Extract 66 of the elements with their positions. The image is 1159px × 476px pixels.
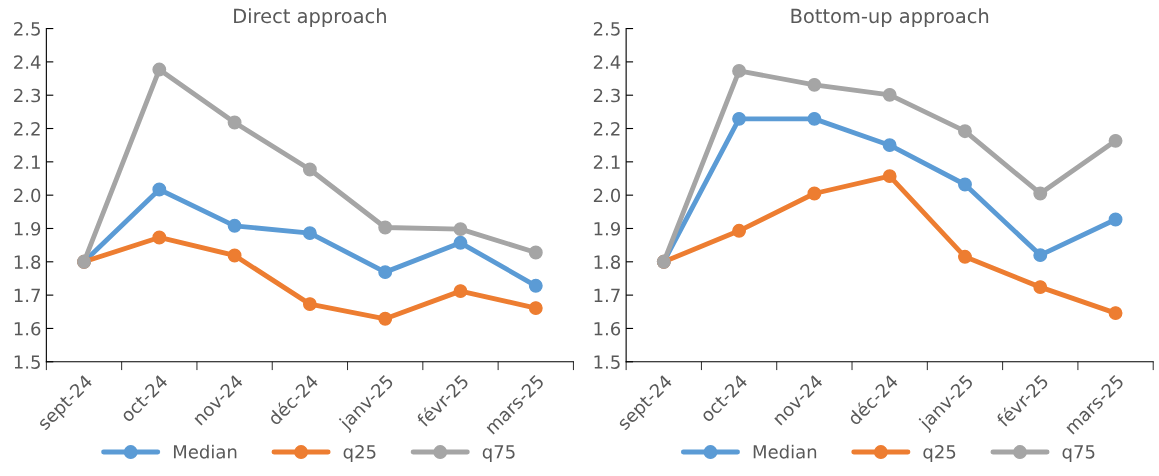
legend-label: q25 xyxy=(343,444,376,463)
point xyxy=(732,223,747,238)
point xyxy=(732,63,747,78)
point xyxy=(1033,280,1048,295)
point xyxy=(453,222,468,237)
point xyxy=(302,297,317,312)
point xyxy=(958,177,972,192)
point xyxy=(1033,186,1048,201)
y-tick-label: 1.5 xyxy=(594,355,620,369)
point xyxy=(958,124,972,139)
y-tick-label: 2.0 xyxy=(14,188,41,203)
y-tick-label: 2.2 xyxy=(593,121,620,136)
point xyxy=(1108,133,1123,148)
point xyxy=(807,186,822,201)
point xyxy=(453,284,468,299)
point xyxy=(882,169,897,184)
point xyxy=(227,248,242,263)
point xyxy=(227,115,242,130)
point xyxy=(378,311,393,326)
y-tick-label: 2.0 xyxy=(593,188,621,203)
y-tick-label: 1.6 xyxy=(14,321,41,336)
point xyxy=(152,230,167,245)
y-tick-label: 1.8 xyxy=(594,255,621,269)
y-tick-label: 1.9 xyxy=(594,221,621,236)
point xyxy=(302,226,317,241)
legend-label: q75 xyxy=(1062,445,1095,463)
y-tick-label: 2.4 xyxy=(14,55,41,69)
chart-title: Direct approach xyxy=(234,8,386,28)
point xyxy=(528,278,543,293)
legend-label: q75 xyxy=(482,445,515,463)
y-tick-label: 2.2 xyxy=(14,121,40,136)
point xyxy=(807,77,822,92)
point xyxy=(528,245,543,260)
y-tick-label: 1.5 xyxy=(14,355,40,369)
y-tick-label: 2.1 xyxy=(14,155,40,169)
legend-label: Median xyxy=(173,444,237,459)
point xyxy=(152,182,167,197)
point xyxy=(302,162,317,177)
point xyxy=(1108,212,1123,227)
y-tick-label: 1.7 xyxy=(594,288,620,302)
y-tick-label: 2.3 xyxy=(593,88,620,103)
point xyxy=(378,220,393,235)
y-tick-label: 2.4 xyxy=(593,55,621,69)
point xyxy=(958,249,972,264)
y-tick-label: 1.8 xyxy=(14,255,41,269)
y-tick-label: 1.6 xyxy=(594,321,621,336)
y-tick-label: 1.9 xyxy=(14,221,41,236)
y-tick-label: 2.5 xyxy=(593,22,620,36)
point xyxy=(882,87,897,102)
point xyxy=(1108,306,1123,321)
y-tick-label: 2.1 xyxy=(593,155,620,169)
y-tick-label: 2.3 xyxy=(14,88,41,103)
point xyxy=(732,111,747,126)
point xyxy=(378,265,393,280)
legend-label: q25 xyxy=(923,444,956,463)
point xyxy=(227,218,242,233)
chart-title: Bottom-up approach xyxy=(791,8,989,28)
point xyxy=(528,301,543,316)
point xyxy=(807,111,822,126)
y-tick-label: 2.5 xyxy=(14,22,40,36)
point xyxy=(1033,248,1048,263)
point xyxy=(152,62,167,77)
legend-label: Median xyxy=(753,444,817,459)
y-tick-label: 1.7 xyxy=(14,288,40,302)
point xyxy=(453,235,468,250)
point xyxy=(882,138,897,153)
